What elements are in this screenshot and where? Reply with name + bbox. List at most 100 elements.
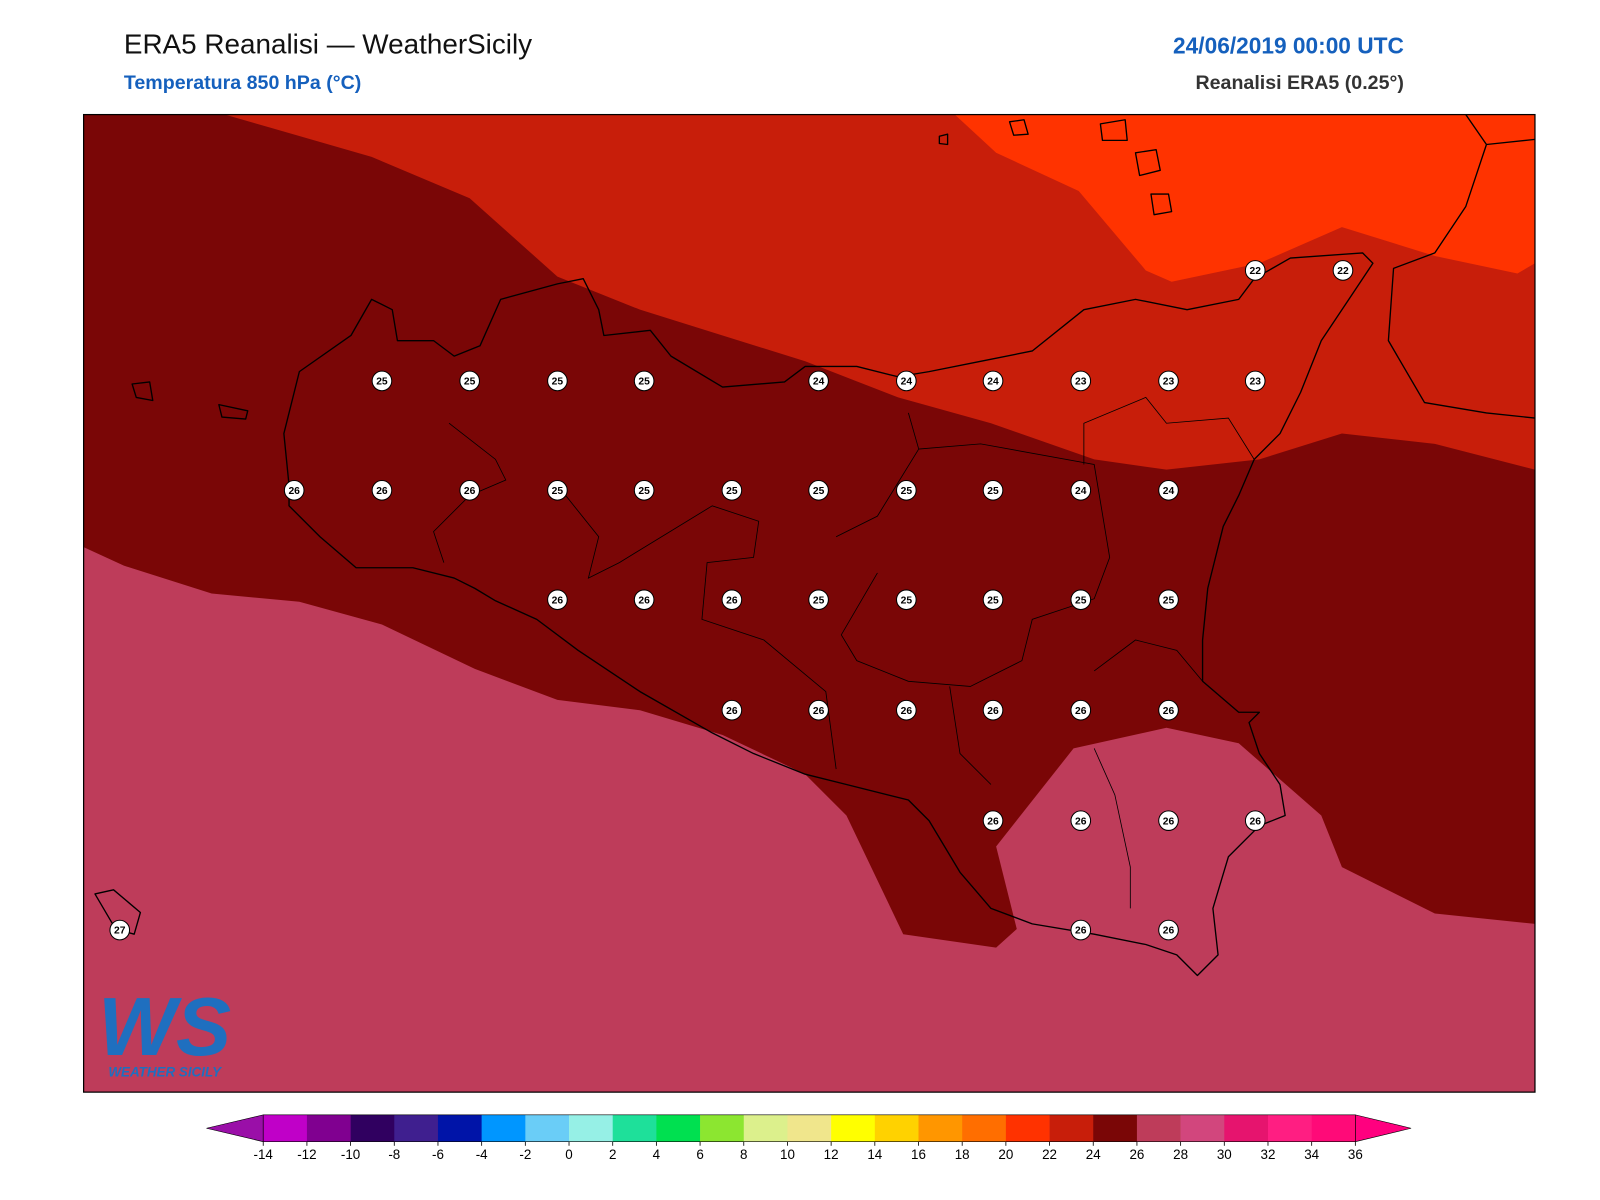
station-marker [1158,919,1179,941]
title: ERA5 Reanalisi — WeatherSicily [124,29,532,60]
station-value: 25 [726,486,738,497]
colorbar: -14 -12 -10 -8 -6 -4 -2 0 2 4 6 8 10 12 14 16 18 20 22 24 26… [206,1114,1412,1162]
colorbar-tick-label: 16 [911,1147,926,1162]
station-marker [895,480,917,501]
station-value: 26 [1163,816,1175,827]
station-value: 24 [1163,486,1175,497]
colorbar-box [569,1114,614,1142]
colorbar-tick-label: 30 [1217,1147,1232,1162]
station-value: 26 [1163,926,1175,937]
band-20-22 [954,114,1535,282]
colorbar-tick-label: 10 [780,1147,795,1162]
colorbar-box [787,1114,832,1142]
station-value: 25 [552,377,564,388]
station-value: 24 [813,377,825,388]
colorbar-tick-label: 24 [1086,1147,1101,1162]
colorbar-box [350,1114,395,1142]
station-value: 24 [987,377,999,388]
station-marker [808,370,829,392]
station-value: 26 [726,595,738,606]
station-marker [1158,370,1179,392]
station-value: 26 [288,486,300,497]
colorbar-tick-label: 4 [653,1147,661,1162]
colorbar-tick-label: 32 [1261,1147,1276,1162]
colorbar-tick-label: 14 [867,1147,882,1162]
colorbar-box [437,1114,482,1142]
station-value: 25 [464,377,476,388]
colorbar-box [874,1114,919,1142]
station-value: 27 [114,926,126,937]
calabria-coast [1387,114,1535,419]
colorbar-tick-label: -14 [254,1147,274,1162]
colorbar-box [1311,1114,1356,1142]
station-marker [1158,589,1179,611]
station-value: 25 [552,486,564,497]
colorbar-tick-label: 6 [696,1147,703,1162]
station-marker [633,370,655,392]
station-marker [547,589,568,611]
station-marker [547,370,568,392]
station-marker [459,370,480,392]
station-marker [1070,589,1092,611]
station-marker [547,480,568,501]
station-labels: 22 22 25 25 25 25 24 24 24 23 23 23 26 26 26 25 25 25 25 25… [109,260,1354,941]
colorbar-tick-label: -4 [476,1147,488,1162]
station-marker [1158,810,1179,831]
station-marker [895,370,917,392]
station-value: 22 [1337,266,1349,277]
station-value: 23 [1249,377,1261,388]
station-marker [459,480,480,501]
station-marker [982,810,1004,831]
station-value: 26 [638,595,650,606]
colorbar-box [306,1114,351,1142]
station-value: 22 [1249,266,1261,277]
station-marker [1158,480,1179,501]
station-value: 26 [813,706,825,717]
station-marker [721,480,743,501]
colorbar-box [918,1114,963,1142]
station-value: 26 [987,706,999,717]
colorbar-tick-label: 34 [1304,1147,1319,1162]
station-value: 26 [726,706,738,717]
station-marker [1158,699,1179,721]
station-marker [982,699,1004,721]
colorbar-box [656,1114,701,1142]
station-value: 25 [813,486,825,497]
station-value: 26 [1075,816,1087,827]
station-marker [1244,810,1266,831]
station-value: 25 [638,377,650,388]
colorbar-tick-label: -6 [432,1147,444,1162]
station-marker [1070,370,1092,392]
logo-name: WEATHER SICILY [108,1065,222,1080]
station-marker [721,699,743,721]
colorbar-over [1355,1114,1412,1143]
station-marker [808,699,829,721]
colorbar-box [1093,1114,1138,1142]
colorbar-tick-label: -8 [388,1147,400,1162]
sicily-coast [283,252,1374,977]
province-borders [433,396,1255,909]
colorbar-box [1180,1114,1225,1142]
station-value: 25 [813,595,825,606]
station-value: 23 [1075,377,1087,388]
colorbar-tick-label: 18 [955,1147,970,1162]
station-value: 23 [1163,377,1175,388]
station-value: 25 [638,486,650,497]
logo-mark: WS [98,981,231,1073]
colorbar-tick-label: 2 [609,1147,616,1162]
colorbar-tick-label: 8 [740,1147,747,1162]
colorbar-box [481,1114,526,1142]
colorbar-box [612,1114,657,1142]
station-value: 25 [987,595,999,606]
colorbar-tick-label: 28 [1173,1147,1188,1162]
colorbar-frame [262,1114,1356,1142]
colorbar-box [263,1114,308,1142]
colorbar-tick-label: 12 [824,1147,839,1162]
station-marker [371,480,393,501]
colorbar-box [1136,1114,1181,1142]
colorbar-tick-label: 36 [1348,1147,1363,1162]
station-value: 26 [1075,706,1087,717]
map-frame [82,113,1536,1093]
colorbar-box [962,1114,1007,1142]
